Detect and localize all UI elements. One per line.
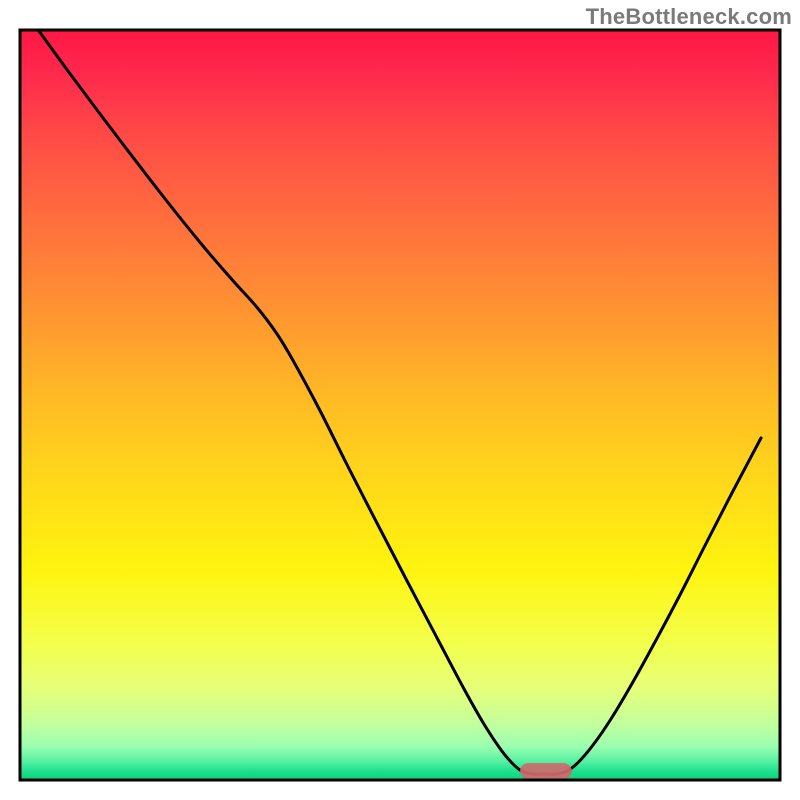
gradient-background (20, 30, 780, 780)
chart-container: { "watermark": { "text": "TheBottleneck.… (0, 0, 800, 800)
optimal-marker (520, 763, 572, 779)
watermark-label: TheBottleneck.com (586, 4, 792, 30)
bottleneck-chart (0, 0, 800, 800)
